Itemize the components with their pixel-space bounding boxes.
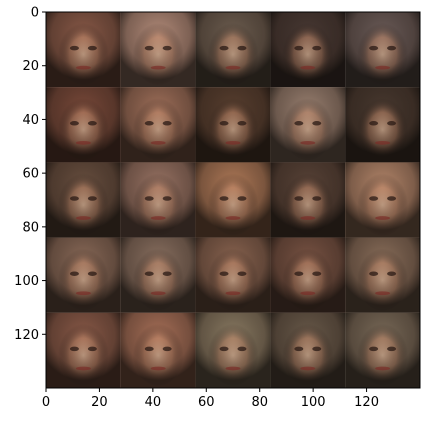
face-tile [270,12,346,88]
face-tile [46,237,121,313]
face-tile [270,237,346,313]
face-tile [270,162,346,238]
axes: 0 20 40 60 80 100 120 0 20 40 60 80 100 120 [14,6,421,410]
face-tile [46,12,121,88]
x-tick-label: 20 [91,395,108,410]
y-tick-label: 0 [31,6,39,21]
face-tile [120,12,196,88]
face-tile [46,87,121,163]
x-tick-label: 80 [251,395,268,410]
face-tile [345,312,420,388]
y-tick-label: 100 [14,274,39,289]
y-tick-label: 60 [22,167,39,182]
y-tick-label: 120 [14,328,39,343]
face-tile [345,87,420,163]
face-tile [345,12,420,88]
face-tile [120,87,196,163]
face-tile [195,312,271,388]
face-tile [46,162,121,238]
face-tile [120,162,196,238]
face-tile [270,312,346,388]
generated-faces-image [46,12,420,388]
face-tile [120,237,196,313]
face-tile [345,162,420,238]
x-tick-label: 0 [42,395,50,410]
face-tile [345,237,420,313]
face-tile [120,312,196,388]
face-tile [195,237,271,313]
y-tick-label: 40 [22,113,39,128]
face-tile [195,87,271,163]
y-tick-label: 80 [22,220,39,235]
x-tick-label: 120 [354,395,379,410]
x-tick-label: 40 [145,395,162,410]
y-tick-label: 20 [22,59,39,74]
face-tile [195,162,271,238]
face-tile [195,12,271,88]
face-tile [46,312,121,388]
axes-frame [45,11,421,389]
face-tile [270,87,346,163]
x-tick-label: 60 [198,395,215,410]
x-tick-label: 100 [301,395,326,410]
